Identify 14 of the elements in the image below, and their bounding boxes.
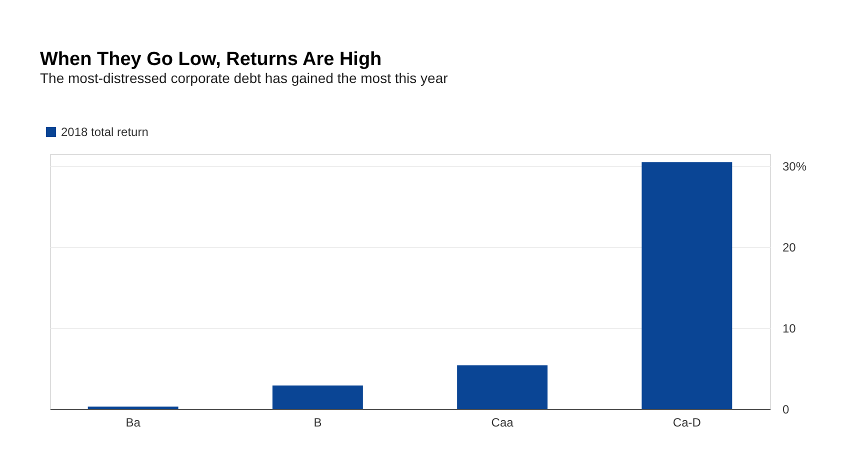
x-tick-label: Caa (491, 416, 514, 430)
y-tick-label: 0 (782, 402, 790, 416)
chart-title: When They Go Low, Returns Are High (40, 49, 382, 70)
y-tick-label: 30% (782, 160, 807, 174)
y-tick-label: 20 (782, 240, 796, 255)
x-tick-label: B (314, 416, 322, 430)
bar (272, 386, 363, 409)
bar (642, 162, 732, 409)
y-tick-label: 10 (782, 322, 796, 336)
x-tick-label: Ba (126, 416, 141, 430)
bar (457, 365, 548, 409)
x-tick-label: Ca-D (672, 416, 702, 430)
chart-subtitle: The most-distressed corporate debt has gained the most this year (40, 70, 448, 86)
legend-label: 2018 total return (61, 125, 148, 139)
